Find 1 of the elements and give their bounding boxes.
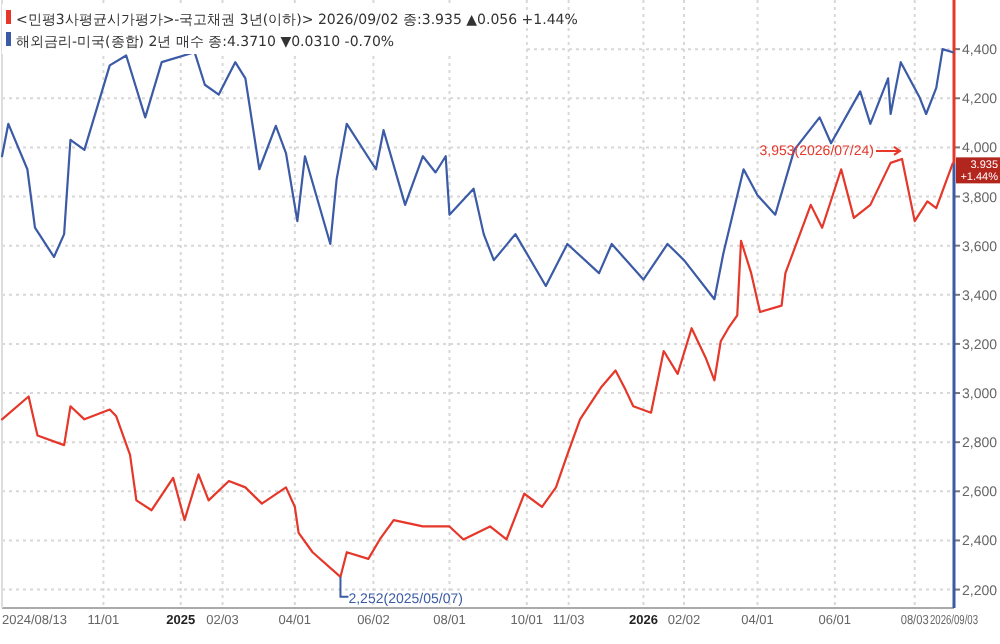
line-series [0, 48, 954, 301]
